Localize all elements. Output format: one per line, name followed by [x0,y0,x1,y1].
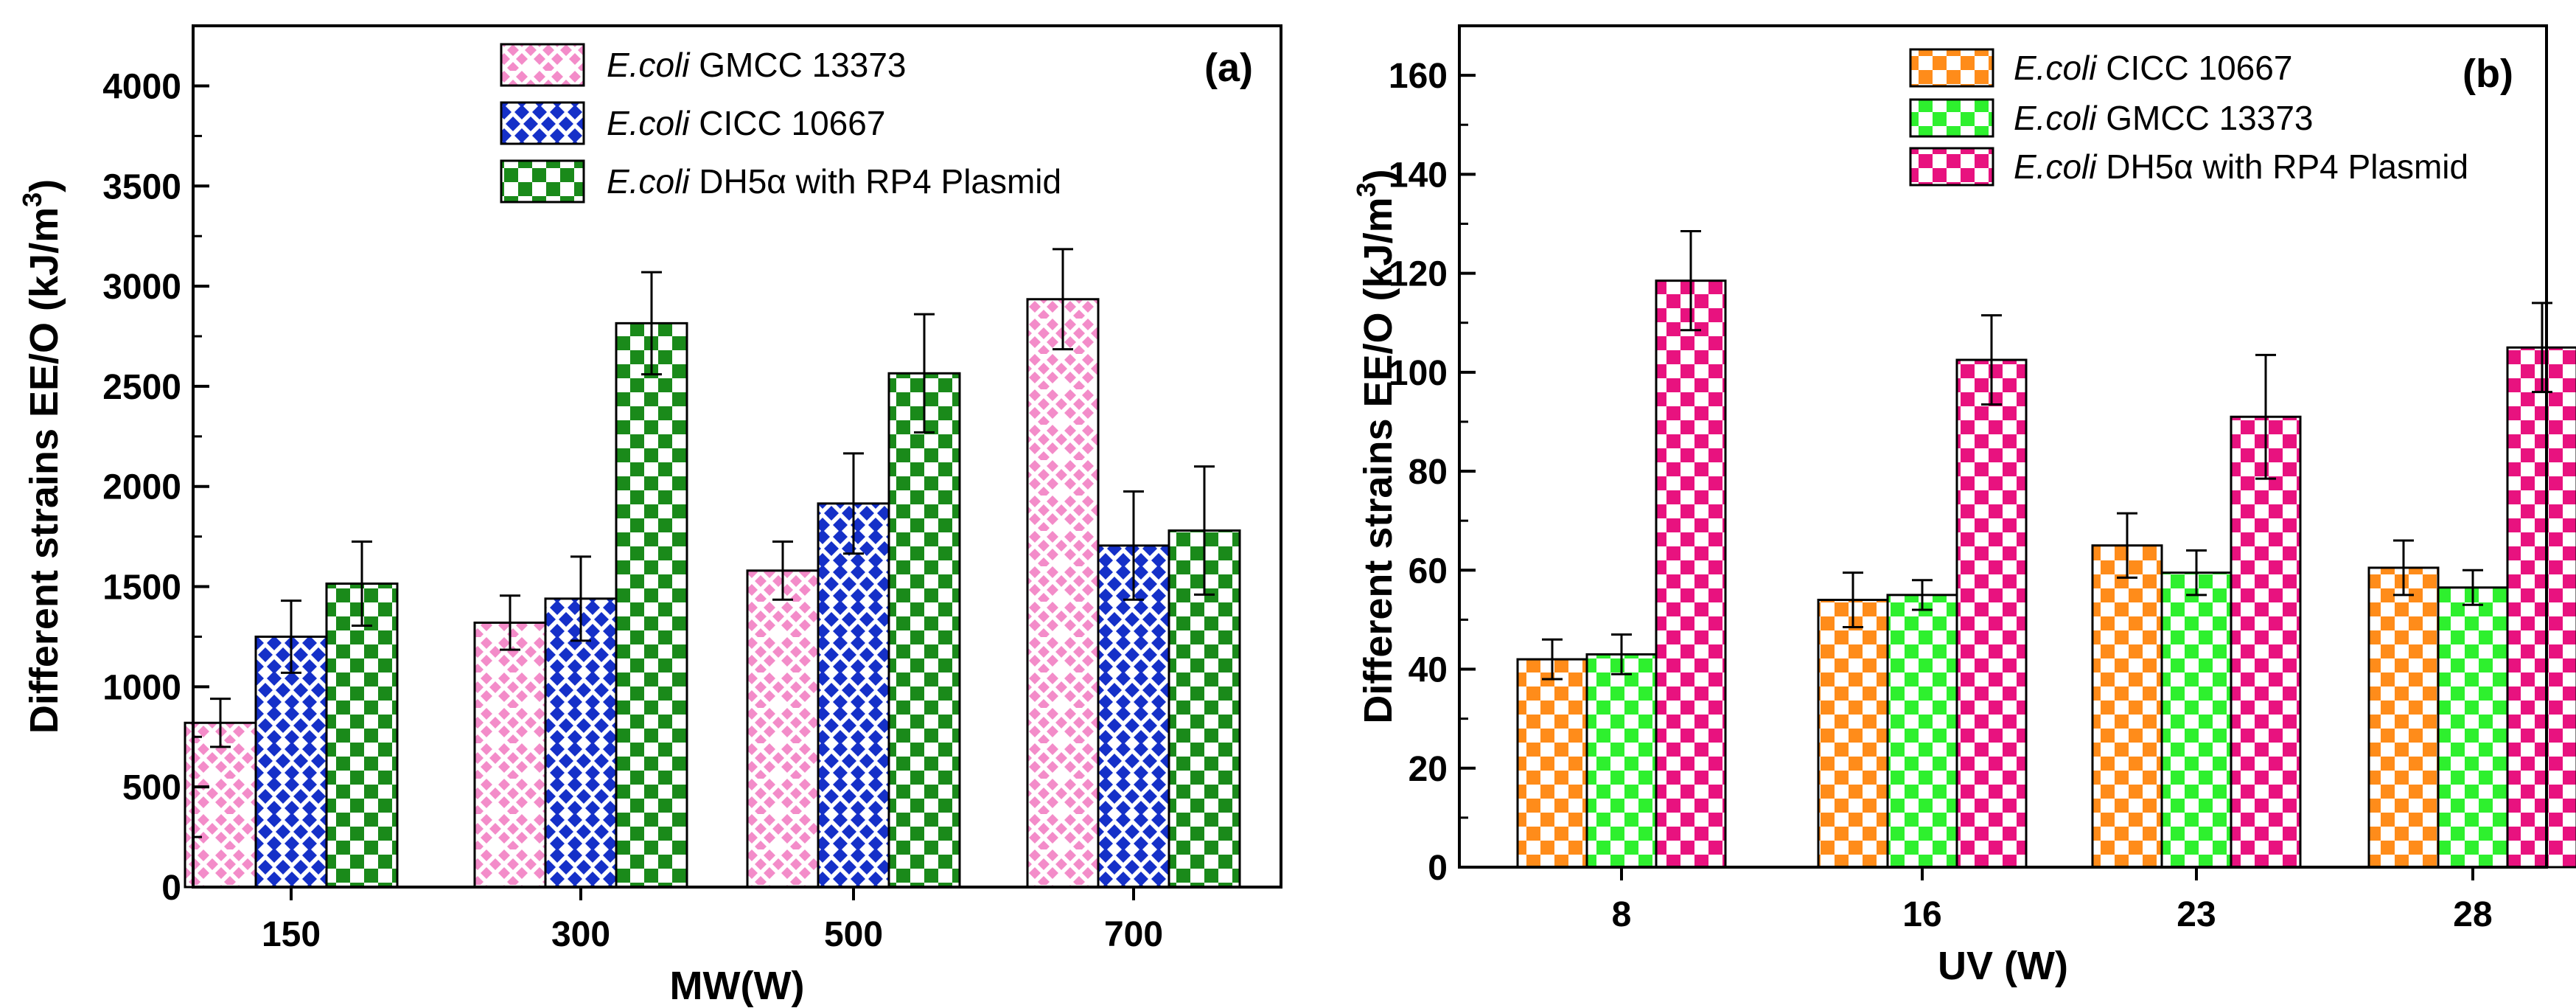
y-tick-label-b-7: 140 [1389,156,1448,195]
bar-a-s0-c3 [1026,298,1100,889]
y-tick-label-b-6: 120 [1389,255,1448,294]
y-tick-label-a-3: 1500 [102,569,181,608]
error-bar-b-s2-c3 [2532,302,2552,394]
error-bar-b-s2-c0 [1680,230,1701,332]
bar-b-s1-c0 [1585,653,1658,869]
bar-b-s0-c3 [2367,566,2440,869]
bar-a-s0-c2 [746,569,820,889]
x-tick-label-a-3: 700 [1104,915,1163,954]
x-axis-title-b: UV (W) [1938,944,2068,988]
legend-label-a-1: E.coli CICC 10667 [607,104,885,142]
legend-label-b-2: E.coli DH5α with RP4 Plasmid [2014,147,2468,186]
legend-swatch-b-1 [1909,98,1994,138]
bar-a-s0-c0 [184,721,257,889]
error-bar-a-s1-c0 [281,599,301,674]
y-tick-label-a-1: 500 [122,768,181,807]
x-tick-label-b-1: 16 [1902,895,1941,934]
legend-label-a-2: E.coli DH5α with RP4 Plasmid [607,162,1061,201]
bar-b-s1-c2 [2160,571,2233,869]
legend-label-b-1: E.coli GMCC 13373 [2014,99,2314,137]
x-tick-label-a-2: 500 [824,915,883,954]
error-bar-a-s2-c3 [1194,465,1215,596]
y-tick-label-b-0: 0 [1428,849,1448,888]
bar-a-s2-c0 [325,582,399,889]
error-bar-a-s0-c3 [1053,248,1073,351]
legend-swatch-a-1 [500,101,585,145]
plot-frame-a [192,24,1282,889]
bar-b-s1-c1 [1886,594,1958,869]
error-bar-b-s2-c1 [1981,314,2002,406]
y-tick-label-b-1: 20 [1409,750,1448,789]
x-tick-label-b-2: 23 [2177,895,2216,934]
bar-a-s2-c1 [615,321,688,889]
error-bar-a-s2-c1 [641,271,662,376]
legend-swatch-a-0 [500,43,585,87]
y-tick-label-b-3: 60 [1409,552,1448,591]
bar-b-s0-c0 [1516,658,1588,869]
bar-a-s2-c2 [887,372,961,889]
error-bar-b-s1-c2 [2186,549,2207,597]
bar-b-s0-c1 [1817,599,1889,869]
legend-swatch-a-2 [500,159,585,204]
error-bar-b-s0-c0 [1542,638,1563,681]
bar-a-s1-c2 [817,502,890,889]
y-tick-label-a-8: 4000 [102,67,181,106]
y-tick-label-a-7: 3500 [102,167,181,206]
bar-b-s2-c2 [2230,415,2302,869]
bar-b-s2-c0 [1655,279,1727,869]
y-tick-label-b-2: 40 [1409,651,1448,690]
error-bar-b-s0-c1 [1843,571,1863,628]
y-tick-label-a-0: 0 [161,869,181,908]
error-bar-b-s1-c1 [1912,579,1933,611]
error-bar-a-s0-c0 [210,698,231,748]
x-tick-label-a-1: 300 [551,915,610,954]
x-axis-title-a: MW(W) [670,964,805,1008]
bar-a-s1-c1 [544,597,618,889]
error-bar-b-s1-c3 [2462,569,2483,606]
chart-panel-a: 0 500 1000 1500 2000 2500 3000 3500 4000 150 300 50… [17,24,1282,1008]
error-bar-a-s1-c2 [843,452,864,555]
bar-b-s2-c1 [1955,358,2028,869]
y-tick-label-a-6: 3000 [102,268,181,307]
y-tick-label-b-5: 100 [1389,354,1448,393]
bar-b-s0-c2 [2091,544,2163,869]
y-tick-label-b-4: 80 [1409,453,1448,492]
error-bar-b-s0-c3 [2393,539,2414,597]
error-bar-a-s1-c1 [570,555,591,642]
error-bar-b-s2-c2 [2255,353,2276,480]
error-bar-a-s0-c2 [772,540,793,601]
legend-swatch-b-0 [1909,48,1994,88]
legend-label-a-0: E.coli GMCC 13373 [607,46,907,84]
legend-label-b-0: E.coli CICC 10667 [2014,49,2292,87]
error-bar-a-s1-c3 [1123,490,1144,601]
plot-frame-b [1458,24,2548,869]
y-axis-title-b: Different strains EE/O (kJ/m3) [1351,169,1400,723]
error-bar-a-s2-c0 [352,540,372,628]
y-tick-label-a-4: 2000 [102,468,181,507]
bar-b-s2-c3 [2506,346,2576,869]
legend-a: E.coli GMCC 13373 E.coli CICC 10667 E.coli… [500,43,1061,204]
panel-label-a: (a) [1204,46,1253,90]
error-bar-b-s0-c2 [2117,512,2137,579]
legend-swatch-b-2 [1909,147,1994,187]
panel-label-b: (b) [2462,52,2513,96]
y-tick-label-a-2: 1000 [102,668,181,707]
y-tick-label-b-8: 160 [1389,57,1448,96]
legend-b: E.coli CICC 10667 E.coli GMCC 13373 E.coli… [1909,48,2468,187]
chart-panel-b: 0 20 40 60 80 100 120 140 160 8 16 23 28 UV (W) Differ… [1351,24,2576,988]
x-tick-label-b-0: 8 [1612,895,1632,934]
x-tick-label-b-3: 28 [2453,895,2492,934]
error-bar-a-s0-c1 [500,594,520,651]
bar-a-s0-c1 [473,621,547,889]
bar-b-s1-c3 [2437,586,2509,869]
x-tick-label-a-0: 150 [262,915,321,954]
error-bar-a-s2-c2 [914,313,935,434]
y-axis-title-a: Different strains EE/O (kJ/m3) [17,179,66,734]
bar-a-s1-c0 [254,635,328,889]
y-tick-label-a-5: 2500 [102,368,181,407]
error-bar-b-s1-c0 [1611,633,1632,675]
